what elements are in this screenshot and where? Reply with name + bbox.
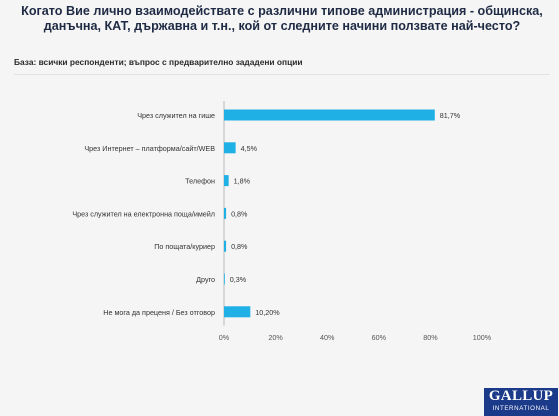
- x-tick-label: 80%: [423, 333, 438, 342]
- data-label: 1,8%: [234, 177, 251, 186]
- bar: [224, 240, 227, 252]
- logo-sub-text: INTERNATIONAL: [492, 405, 550, 412]
- base-note: База: всички респонденти; въпрос с предв…: [14, 57, 303, 67]
- chart-title: Когато Вие лично взаимодействате с разли…: [21, 4, 543, 33]
- bar: [224, 142, 236, 154]
- x-tick-label: 60%: [372, 333, 387, 342]
- bar: [224, 109, 435, 121]
- data-label: 10,20%: [255, 308, 280, 317]
- category-label: Не мога да преценя / Без отговор: [103, 308, 215, 317]
- data-label: 0,8%: [231, 209, 248, 218]
- logo-main-text: GALLUP: [488, 388, 554, 404]
- x-tick-label: 40%: [320, 333, 335, 342]
- x-tick-label: 20%: [268, 333, 283, 342]
- category-label: Друго: [196, 275, 215, 284]
- data-label: 0,3%: [230, 275, 247, 284]
- data-label: 4,5%: [241, 144, 258, 153]
- bar: [224, 306, 251, 318]
- category-label: По пощата/куриер: [154, 242, 215, 251]
- x-tick-label: 0%: [219, 333, 230, 342]
- data-label: 0,8%: [231, 242, 248, 251]
- x-tick-label: 100%: [473, 333, 492, 342]
- category-label: Чрез Интернет – платформа/сайт/WEB: [84, 144, 215, 153]
- divider-line: [14, 74, 550, 75]
- category-label: Чрез служител на гише: [137, 111, 215, 120]
- category-label: Телефон: [185, 177, 215, 186]
- bar: [224, 273, 225, 285]
- bar: [224, 175, 229, 187]
- gallup-international-logo: GALLUP INTERNATIONAL: [484, 388, 558, 416]
- category-label: Чрез служител на електронна поща/имейл: [72, 209, 215, 218]
- data-label: 81,7%: [440, 111, 461, 120]
- bar: [224, 207, 227, 219]
